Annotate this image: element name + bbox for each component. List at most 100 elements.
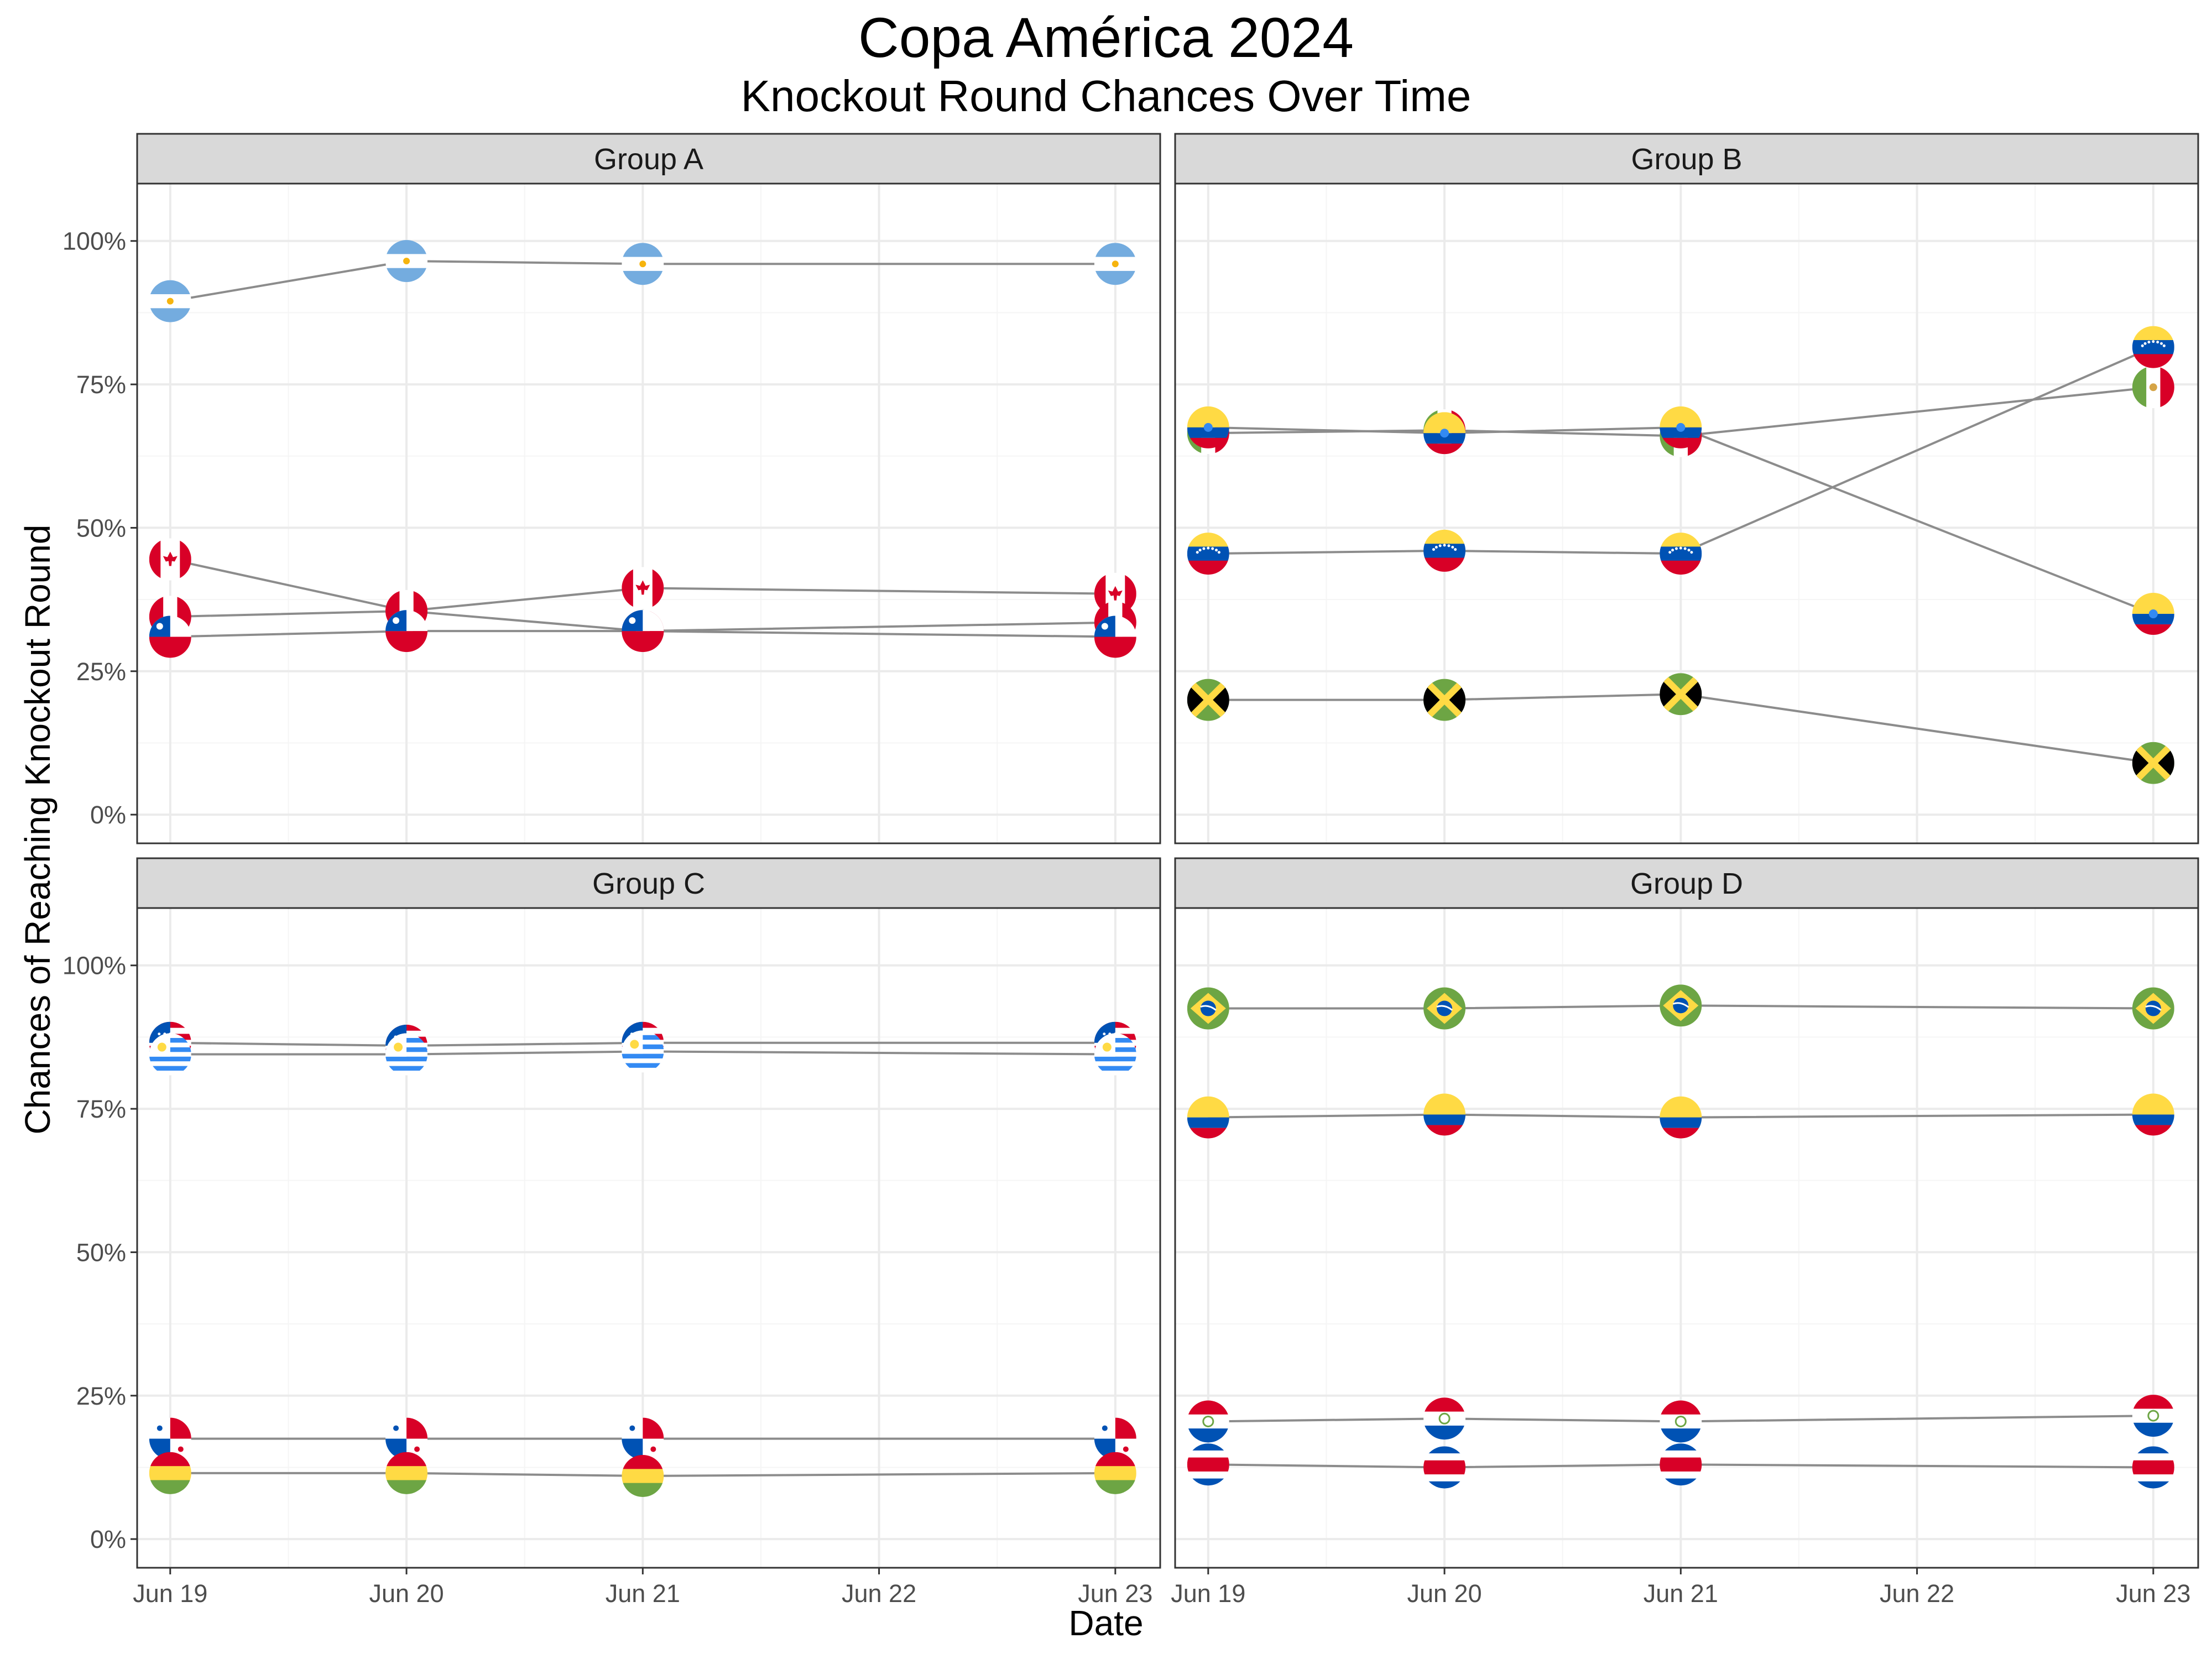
series-line-paraguay <box>1208 1415 2153 1423</box>
panel-border <box>1174 907 2199 1569</box>
y-tick-label: 50% <box>76 514 126 542</box>
data-point-colombia <box>1660 1096 1702 1139</box>
x-tick-label: Jun 22 <box>1880 1579 1954 1608</box>
facet-strip-label: Group B <box>1631 143 1742 176</box>
y-tick-label: 0% <box>90 1525 126 1553</box>
data-point-chile <box>1094 615 1136 658</box>
y-tick-label: 100% <box>62 227 126 255</box>
data-point-brazil <box>1660 984 1702 1027</box>
x-tick-label: Jun 20 <box>1407 1579 1482 1608</box>
data-point-ecuador <box>1423 412 1466 455</box>
data-point-ecuador <box>2132 593 2174 635</box>
panel-group-c: Group C 0% 25% 50% 75% 100% Jun 19 Jun 20 Jun 21… <box>62 857 1161 1608</box>
series-line-uruguay <box>170 1050 1115 1056</box>
y-tick-label: 25% <box>76 658 126 686</box>
data-point-canada <box>149 538 191 581</box>
panel-background <box>1175 184 2198 843</box>
series-line-colombia <box>1208 1113 2153 1119</box>
series-line-argentina <box>170 260 1115 302</box>
panel-group-a: Group A 0% 25% 50% 75% 100% <box>62 133 1161 844</box>
data-point-mexico <box>2132 366 2174 409</box>
data-point-uruguay <box>149 1033 191 1076</box>
data-point-costa-rica <box>2132 1446 2174 1489</box>
x-tick-label: Jun 19 <box>133 1579 207 1608</box>
series-line-peru <box>170 609 1115 633</box>
series-line-chile <box>170 630 1115 638</box>
x-tick-label: Jun 23 <box>2116 1579 2190 1608</box>
data-point-bolivia <box>385 1452 428 1494</box>
data-point-venezuela <box>1423 529 1466 572</box>
panel-border <box>136 182 1161 844</box>
series-line-ecuador <box>1208 426 2154 615</box>
x-tick-label: Jun 19 <box>1171 1579 1245 1608</box>
panel-group-b: Group B <box>1174 133 2199 844</box>
series-line-costa-rica <box>1208 1463 2153 1469</box>
facet-strip <box>136 857 1161 909</box>
panel-background <box>137 184 1160 843</box>
data-point-jamaica <box>1423 679 1466 721</box>
data-point-venezuela <box>1187 533 1229 575</box>
data-point-argentina <box>385 240 428 283</box>
data-point-ecuador <box>1660 406 1702 448</box>
panel-border <box>136 907 1161 1569</box>
data-point-canada <box>622 567 664 609</box>
facet-strip-label: Group C <box>592 867 705 900</box>
data-point-bolivia <box>149 1452 191 1494</box>
data-point-uruguay <box>385 1033 428 1076</box>
data-point-panama <box>385 1417 428 1460</box>
panel-border <box>1174 182 2199 844</box>
facet-strip-label: Group D <box>1630 867 1743 900</box>
data-point-uruguay <box>1094 1033 1136 1076</box>
series-line-bolivia <box>170 1472 1115 1478</box>
data-point-ecuador <box>1187 406 1229 448</box>
data-point-bolivia <box>1094 1452 1136 1494</box>
data-point-paraguay <box>1660 1400 1702 1443</box>
data-point-panama <box>622 1417 664 1460</box>
x-tick-label: Jun 20 <box>369 1579 444 1608</box>
series-line-venezuela <box>1208 346 2154 555</box>
data-point-argentina <box>622 243 664 285</box>
series-line-mexico <box>1208 386 2154 437</box>
series-line-canada <box>170 558 1115 612</box>
series-line-usa <box>170 1041 1115 1047</box>
data-point-paraguay <box>2132 1395 2174 1437</box>
series-line-brazil <box>1208 1004 2153 1010</box>
data-point-colombia <box>2132 1093 2174 1136</box>
y-tick-label: 100% <box>62 952 126 980</box>
data-point-jamaica <box>1660 673 1702 716</box>
data-point-argentina <box>1094 243 1136 285</box>
data-point-argentina <box>149 280 191 322</box>
data-point-brazil <box>2132 987 2174 1030</box>
data-point-colombia <box>1423 1093 1466 1136</box>
x-tick-label: Jun 22 <box>842 1579 916 1608</box>
data-point-venezuela <box>2132 326 2174 368</box>
y-tick-label: 25% <box>76 1382 126 1410</box>
data-point-chile <box>149 615 191 658</box>
y-tick-label: 75% <box>76 1095 126 1123</box>
data-point-paraguay <box>1187 1400 1229 1443</box>
x-tick-label: Jun 21 <box>606 1579 680 1608</box>
facet-strip <box>136 133 1161 185</box>
data-point-colombia <box>1187 1096 1229 1139</box>
data-point-costa-rica <box>1423 1446 1466 1489</box>
chart-subtitle: Knockout Round Chances Over Time <box>740 71 1472 121</box>
data-point-venezuela <box>1660 533 1702 575</box>
y-tick-label: 50% <box>76 1238 126 1266</box>
series-line-jamaica <box>1208 693 2154 764</box>
x-axis-title: Date <box>1068 1603 1144 1643</box>
data-point-jamaica <box>2132 742 2174 784</box>
panel-group-d: Group D Jun 19 Jun 20 Jun 21 Jun 22 Jun 23 <box>1171 857 2199 1608</box>
data-point-paraguay <box>1423 1397 1466 1440</box>
data-point-chile <box>622 610 664 653</box>
data-point-brazil <box>1423 987 1466 1030</box>
data-point-brazil <box>1187 987 1229 1030</box>
data-point-chile <box>385 610 428 653</box>
x-tick-label: Jun 21 <box>1644 1579 1718 1608</box>
data-point-costa-rica <box>1660 1443 1702 1486</box>
chart-title: Copa América 2024 <box>858 6 1354 69</box>
facet-strip <box>1174 133 2199 185</box>
y-tick-label: 75% <box>76 371 126 399</box>
y-tick-label: 0% <box>90 801 126 829</box>
